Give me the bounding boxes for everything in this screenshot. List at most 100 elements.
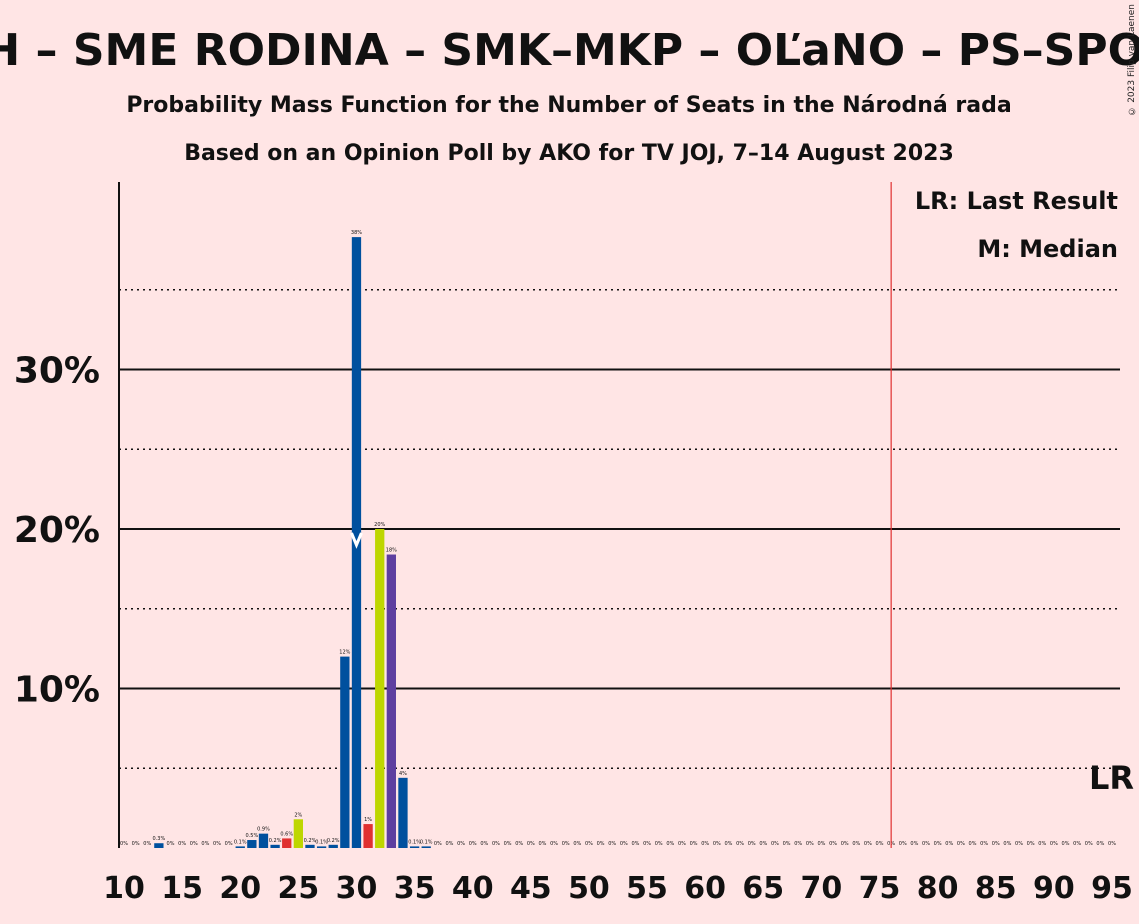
bar-label-82: 0%	[957, 841, 965, 847]
bar-label-46: 0%	[538, 841, 546, 847]
bar-label-42: 0%	[492, 841, 500, 847]
bar-label-95: 0%	[1108, 841, 1116, 847]
median-marker	[350, 532, 363, 549]
bar-label-27: 0.1%	[315, 839, 328, 845]
bar-label-15: 0%	[178, 841, 186, 847]
bar-24	[282, 838, 292, 848]
y-tick-label-20: 20%	[14, 510, 100, 551]
legend-last-result: LR: Last Result	[915, 187, 1118, 215]
bar-label-25: 2%	[294, 812, 302, 818]
bar-label-18: 0%	[213, 841, 221, 847]
bar-label-37: 0%	[434, 841, 442, 847]
last-result-marker: LR	[1089, 759, 1134, 797]
bar-label-83: 0%	[969, 841, 977, 847]
bar-label-60: 0%	[701, 841, 709, 847]
bar-label-50: 0%	[585, 841, 593, 847]
x-tick-label-95: 95	[1091, 871, 1133, 906]
bar-label-79: 0%	[922, 841, 930, 847]
bar-label-36: 0.1%	[420, 839, 433, 845]
bar-23	[270, 844, 280, 848]
bar-label-28: 0.2%	[327, 838, 340, 844]
bar-label-78: 0%	[910, 841, 918, 847]
bar-label-92: 0%	[1073, 841, 1081, 847]
bar-label-86: 0%	[1003, 841, 1011, 847]
bar-label-17: 0%	[201, 841, 209, 847]
bar-label-34: 4%	[399, 771, 407, 777]
x-tick-label-10: 10	[103, 871, 145, 906]
bar-label-80: 0%	[934, 841, 942, 847]
bar-label-45: 0%	[527, 841, 535, 847]
bar-label-73: 0%	[852, 841, 860, 847]
bar-label-75: 0%	[876, 841, 884, 847]
bar-label-44: 0%	[515, 841, 523, 847]
y-tick-label-30: 30%	[14, 351, 100, 392]
bar-label-33: 18%	[386, 548, 397, 554]
bar-label-55: 0%	[643, 841, 651, 847]
x-tick-label-30: 30	[336, 871, 378, 906]
bar-label-72: 0%	[841, 841, 849, 847]
gridlines	[119, 289, 1120, 769]
bar-label-87: 0%	[1015, 841, 1023, 847]
bar-label-43: 0%	[504, 841, 512, 847]
bar-label-54: 0%	[631, 841, 639, 847]
x-tick-label-75: 75	[859, 871, 901, 906]
bar-label-39: 0%	[457, 841, 465, 847]
bar-label-53: 0%	[620, 841, 628, 847]
x-tick-label-70: 70	[801, 871, 843, 906]
bar-label-48: 0%	[562, 841, 570, 847]
x-tick-label-60: 60	[684, 871, 726, 906]
bar-label-32: 20%	[374, 522, 385, 528]
x-tick-label-35: 35	[394, 871, 436, 906]
bar-27	[316, 846, 327, 848]
bar-label-40: 0%	[469, 841, 477, 847]
x-tick-label-50: 50	[568, 871, 610, 906]
bar-label-59: 0%	[690, 841, 698, 847]
x-axis-labels: 10 15 20 25 30 35 40 45 50 55 60 65 70 75 80 85 90 95	[103, 871, 1133, 906]
bar-label-61: 0%	[713, 841, 721, 847]
bar-label-94: 0%	[1096, 841, 1104, 847]
bar-label-10: 0%	[120, 841, 128, 847]
bar-label-71: 0%	[829, 841, 837, 847]
bar-label-21: 0.5%	[246, 833, 259, 839]
bar-label-13: 0.3%	[153, 836, 166, 842]
bar-29	[340, 656, 350, 848]
bar-label-57: 0%	[666, 841, 674, 847]
bar-label-41: 0%	[480, 841, 488, 847]
bar-label-68: 0%	[794, 841, 802, 847]
bar-label-64: 0%	[748, 841, 756, 847]
bar-label-29: 12%	[339, 650, 350, 656]
bar-label-89: 0%	[1038, 841, 1046, 847]
chart-title: KDH – SME RODINA – SMK–MKP – OĽaNO – PS–…	[0, 25, 1139, 76]
bar-labels: 0% 0% 0%0.3%0% 0% 0% 0% 0% 0% 0.1%0.5%0.9%0.2%0.…	[120, 230, 1116, 847]
bar-35	[409, 846, 420, 848]
bar-label-62: 0%	[724, 841, 732, 847]
x-tick-label-55: 55	[626, 871, 668, 906]
bar-label-12: 0%	[143, 841, 151, 847]
bar-label-88: 0%	[1027, 841, 1035, 847]
bar-label-70: 0%	[817, 841, 825, 847]
bar-label-63: 0%	[736, 841, 744, 847]
chart-subtitle-2: Based on an Opinion Poll by AKO for TV J…	[184, 141, 954, 166]
bar-32	[375, 529, 385, 848]
bar-20	[235, 846, 245, 848]
bar-36	[421, 846, 431, 848]
bar-label-90: 0%	[1050, 841, 1058, 847]
bar-label-20: 0.1%	[234, 839, 247, 845]
bar-26	[305, 844, 315, 848]
bar-label-74: 0%	[864, 841, 872, 847]
x-tick-label-90: 90	[1033, 871, 1075, 906]
bar-label-58: 0%	[678, 841, 686, 847]
bar-label-16: 0%	[190, 841, 198, 847]
bar-label-85: 0%	[992, 841, 1000, 847]
x-tick-label-20: 20	[219, 871, 261, 906]
bar-13	[154, 843, 164, 848]
bar-label-56: 0%	[655, 841, 663, 847]
bar-label-81: 0%	[945, 841, 953, 847]
bar-label-69: 0%	[806, 841, 814, 847]
bar-label-22: 0.9%	[257, 827, 270, 833]
bar-label-66: 0%	[771, 841, 779, 847]
x-tick-label-45: 45	[510, 871, 552, 906]
bar-label-51: 0%	[597, 841, 605, 847]
bar-label-93: 0%	[1085, 841, 1093, 847]
